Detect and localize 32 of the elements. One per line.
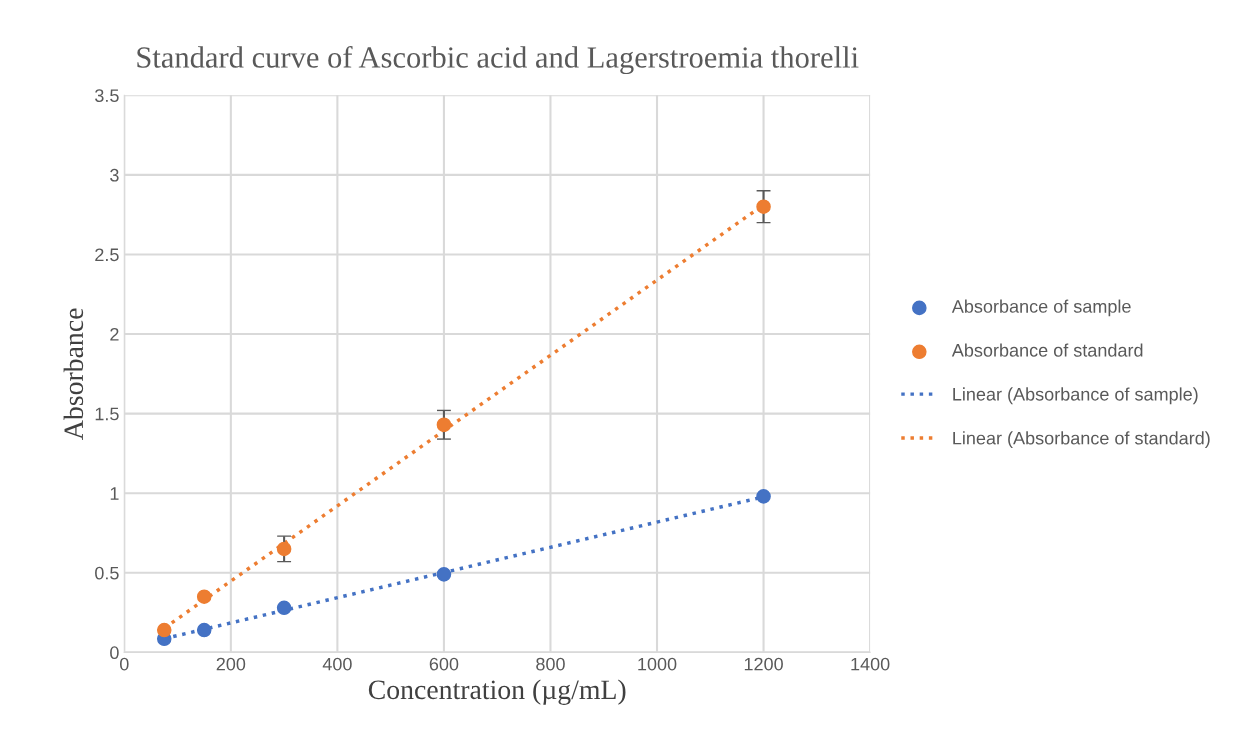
point <box>756 199 771 214</box>
x-tick-label: 1400 <box>851 657 890 671</box>
y-tick-label: 1.5 <box>95 407 119 421</box>
x-tick-label: 1000 <box>638 657 677 671</box>
y-tick-label: 3.5 <box>95 89 119 103</box>
legend-label: Linear (Absorbance of sample) <box>953 387 1198 405</box>
x-tick-label: 600 <box>429 657 459 671</box>
y-tick-label: 2 <box>110 327 119 341</box>
y-tick-label: 0 <box>110 646 119 660</box>
x-tick-label: 800 <box>536 657 565 671</box>
point <box>196 589 212 604</box>
y-tick-label: 2.5 <box>95 248 119 262</box>
x-tick-label: 0 <box>119 657 129 671</box>
point <box>276 541 292 557</box>
y-tick-label: 1 <box>110 487 119 500</box>
point <box>156 622 172 638</box>
point <box>756 489 771 504</box>
point <box>436 567 452 582</box>
y-tick-label: 0.5 <box>95 566 119 580</box>
x-tick-label: 200 <box>216 657 246 671</box>
point <box>196 622 212 638</box>
legend-label: Linear (Absorbance of standard) <box>953 431 1210 449</box>
legend-label: Absorbance of standard <box>951 343 1143 357</box>
x-axis-title: Concentration (µg/mL) <box>368 679 626 705</box>
legend-label: Absorbance of sample <box>951 299 1131 317</box>
chart-title: Standard curve of Ascorbic acid and Lagerstroemia thorelli <box>137 46 859 75</box>
y-tick-label: 3 <box>110 168 119 182</box>
point <box>276 600 292 616</box>
x-tick-label: 400 <box>322 657 352 671</box>
point <box>436 417 452 433</box>
y-axis-title: Absorbance <box>63 308 84 440</box>
x-tick-label: 1200 <box>744 657 783 671</box>
